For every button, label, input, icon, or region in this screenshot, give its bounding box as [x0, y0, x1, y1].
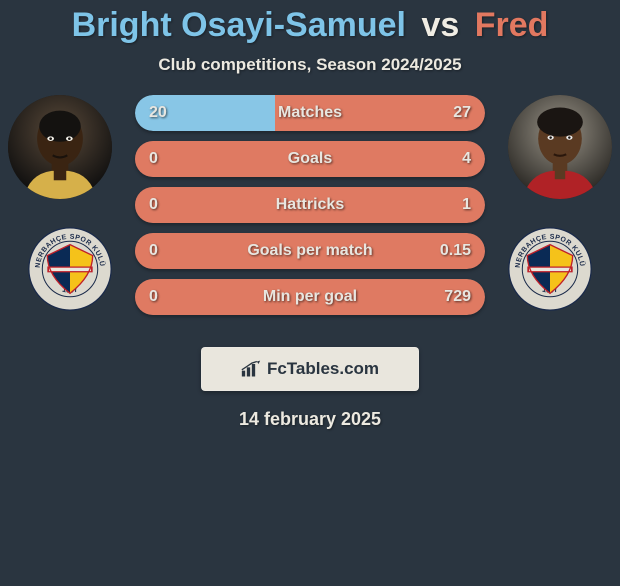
stat-label: Goals per match — [135, 233, 485, 269]
stat-label: Hattricks — [135, 187, 485, 223]
brand-chart-icon — [241, 360, 261, 378]
comparison-body: FENERBAHÇE SPOR KULÜBÜ 1907 FENERBAHÇE S… — [0, 95, 620, 335]
brand-text: FcTables.com — [267, 359, 379, 379]
stat-row: 0729Min per goal — [135, 279, 485, 315]
comparison-title: Bright Osayi-Samuel vs Fred — [0, 6, 620, 45]
player2-club-badge: FENERBAHÇE SPOR KULÜBÜ 1907 — [508, 227, 592, 311]
brand-badge: FcTables.com — [201, 347, 419, 391]
stats-bars: 2027Matches 04Goals 01Hattricks 00.15Goals … — [135, 95, 485, 325]
player1-club-badge: FENERBAHÇE SPOR KULÜBÜ 1907 — [28, 227, 112, 311]
stat-label: Matches — [135, 95, 485, 131]
player1-name: Bright Osayi-Samuel — [72, 6, 406, 44]
player1-avatar — [8, 95, 112, 199]
stat-row: 2027Matches — [135, 95, 485, 131]
vs-text: vs — [421, 6, 459, 44]
stat-label: Min per goal — [135, 279, 485, 315]
date-text: 14 february 2025 — [0, 409, 620, 430]
stat-row: 01Hattricks — [135, 187, 485, 223]
player2-name: Fred — [475, 6, 549, 44]
stat-row: 04Goals — [135, 141, 485, 177]
subtitle: Club competitions, Season 2024/2025 — [0, 55, 620, 75]
player2-avatar — [508, 95, 612, 199]
stat-label: Goals — [135, 141, 485, 177]
stat-row: 00.15Goals per match — [135, 233, 485, 269]
